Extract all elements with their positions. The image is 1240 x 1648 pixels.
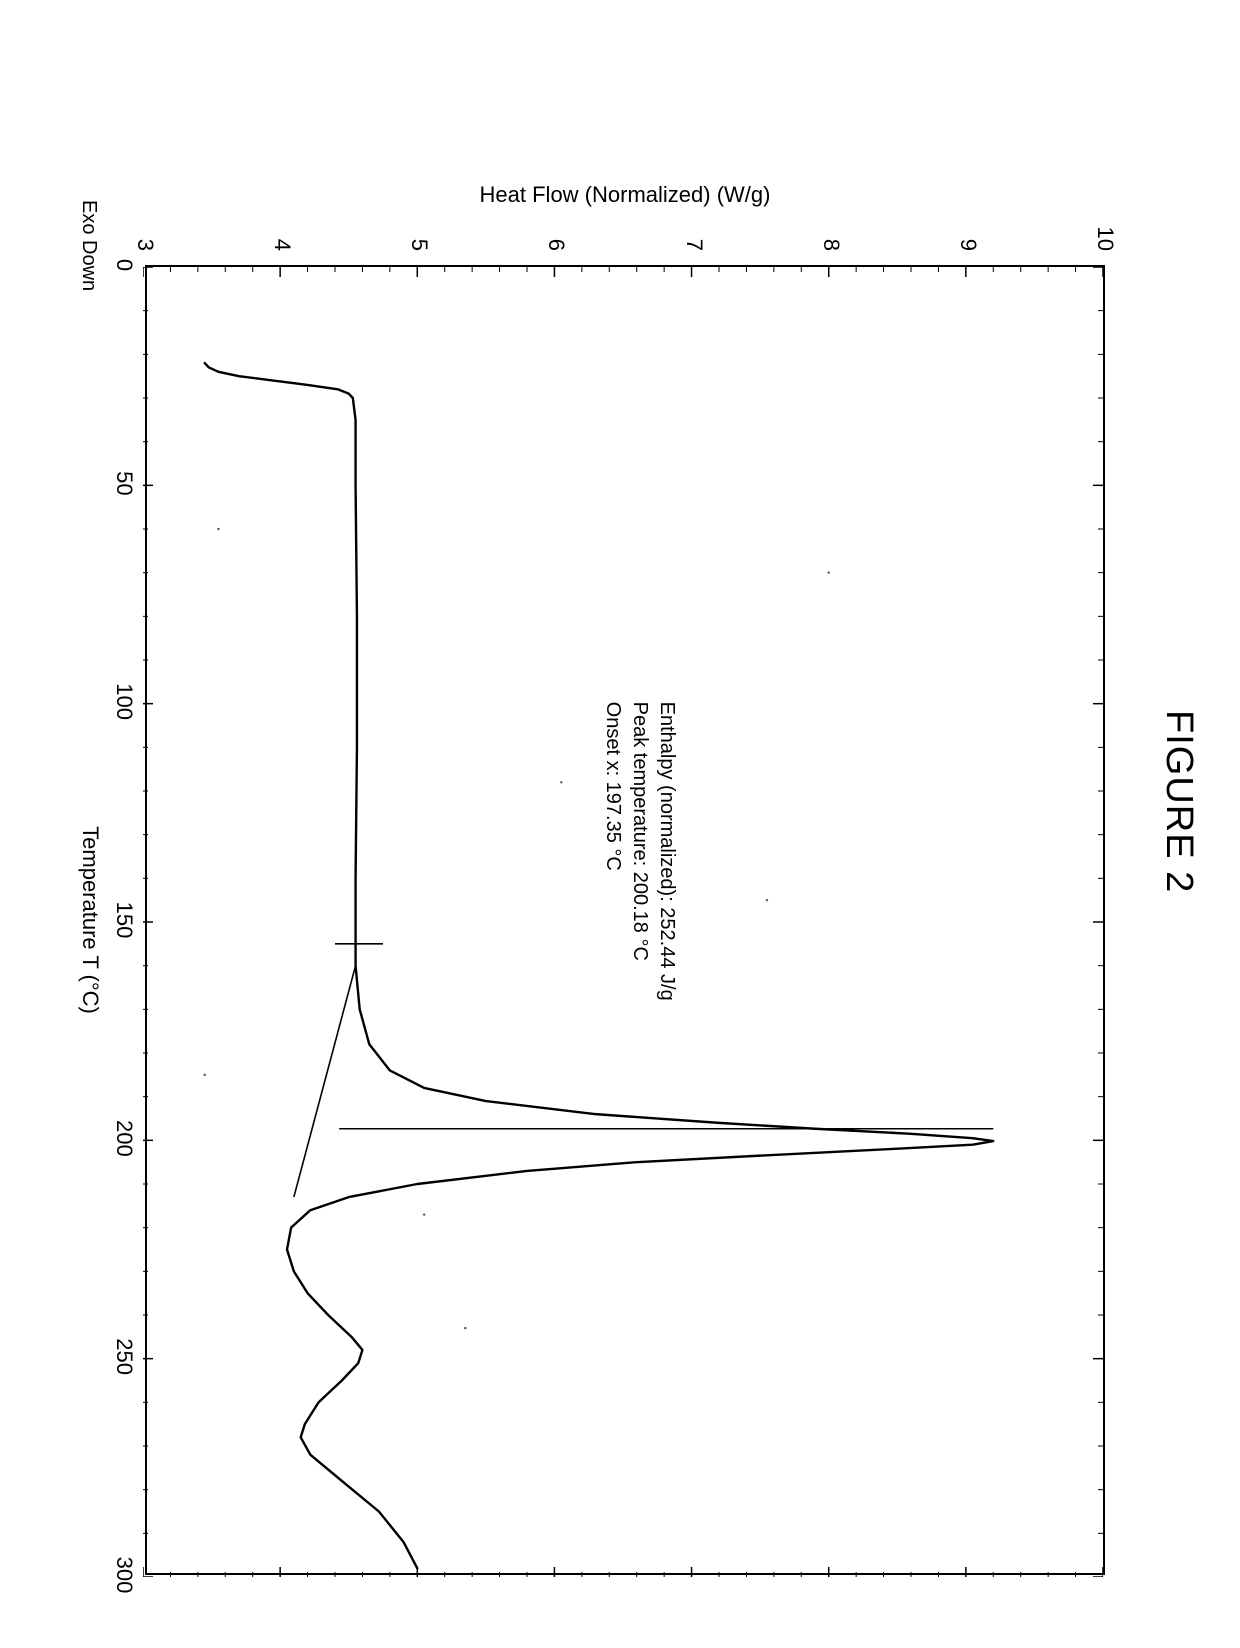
x-tick-label: 300 (111, 1557, 137, 1594)
x-tick-label: 150 (111, 902, 137, 939)
y-tick-label: 4 (269, 239, 295, 251)
x-tick-label: 50 (111, 471, 137, 495)
x-axis-label: Temperature T (°C) (77, 826, 103, 1014)
y-tick-label: 8 (818, 239, 844, 251)
x-tick-label: 250 (111, 1338, 137, 1375)
x-tick-label: 200 (111, 1120, 137, 1157)
y-tick-label: 7 (681, 239, 707, 251)
y-axis-label: Heat Flow (Normalized) (W/g) (480, 182, 771, 208)
x-tick-label: 100 (111, 683, 137, 720)
page-root: FIGURE 2 Heat Flow (Normalized) (W/g) Te… (0, 0, 1240, 1648)
peak-annotation: Enthalpy (normalized): 252.44 J/g Peak t… (599, 702, 680, 1001)
y-tick-label: 5 (406, 239, 432, 251)
landscape-container: FIGURE 2 Heat Flow (Normalized) (W/g) Te… (0, 0, 1240, 1648)
figure-title: FIGURE 2 (1157, 710, 1200, 893)
y-tick-label: 9 (955, 239, 981, 251)
x-tick-label: 0 (111, 259, 137, 271)
y-tick-label: 3 (132, 239, 158, 251)
y-tick-label: 6 (543, 239, 569, 251)
exo-down-label: Exo Down (77, 200, 100, 291)
y-tick-label: 10 (1092, 227, 1118, 251)
